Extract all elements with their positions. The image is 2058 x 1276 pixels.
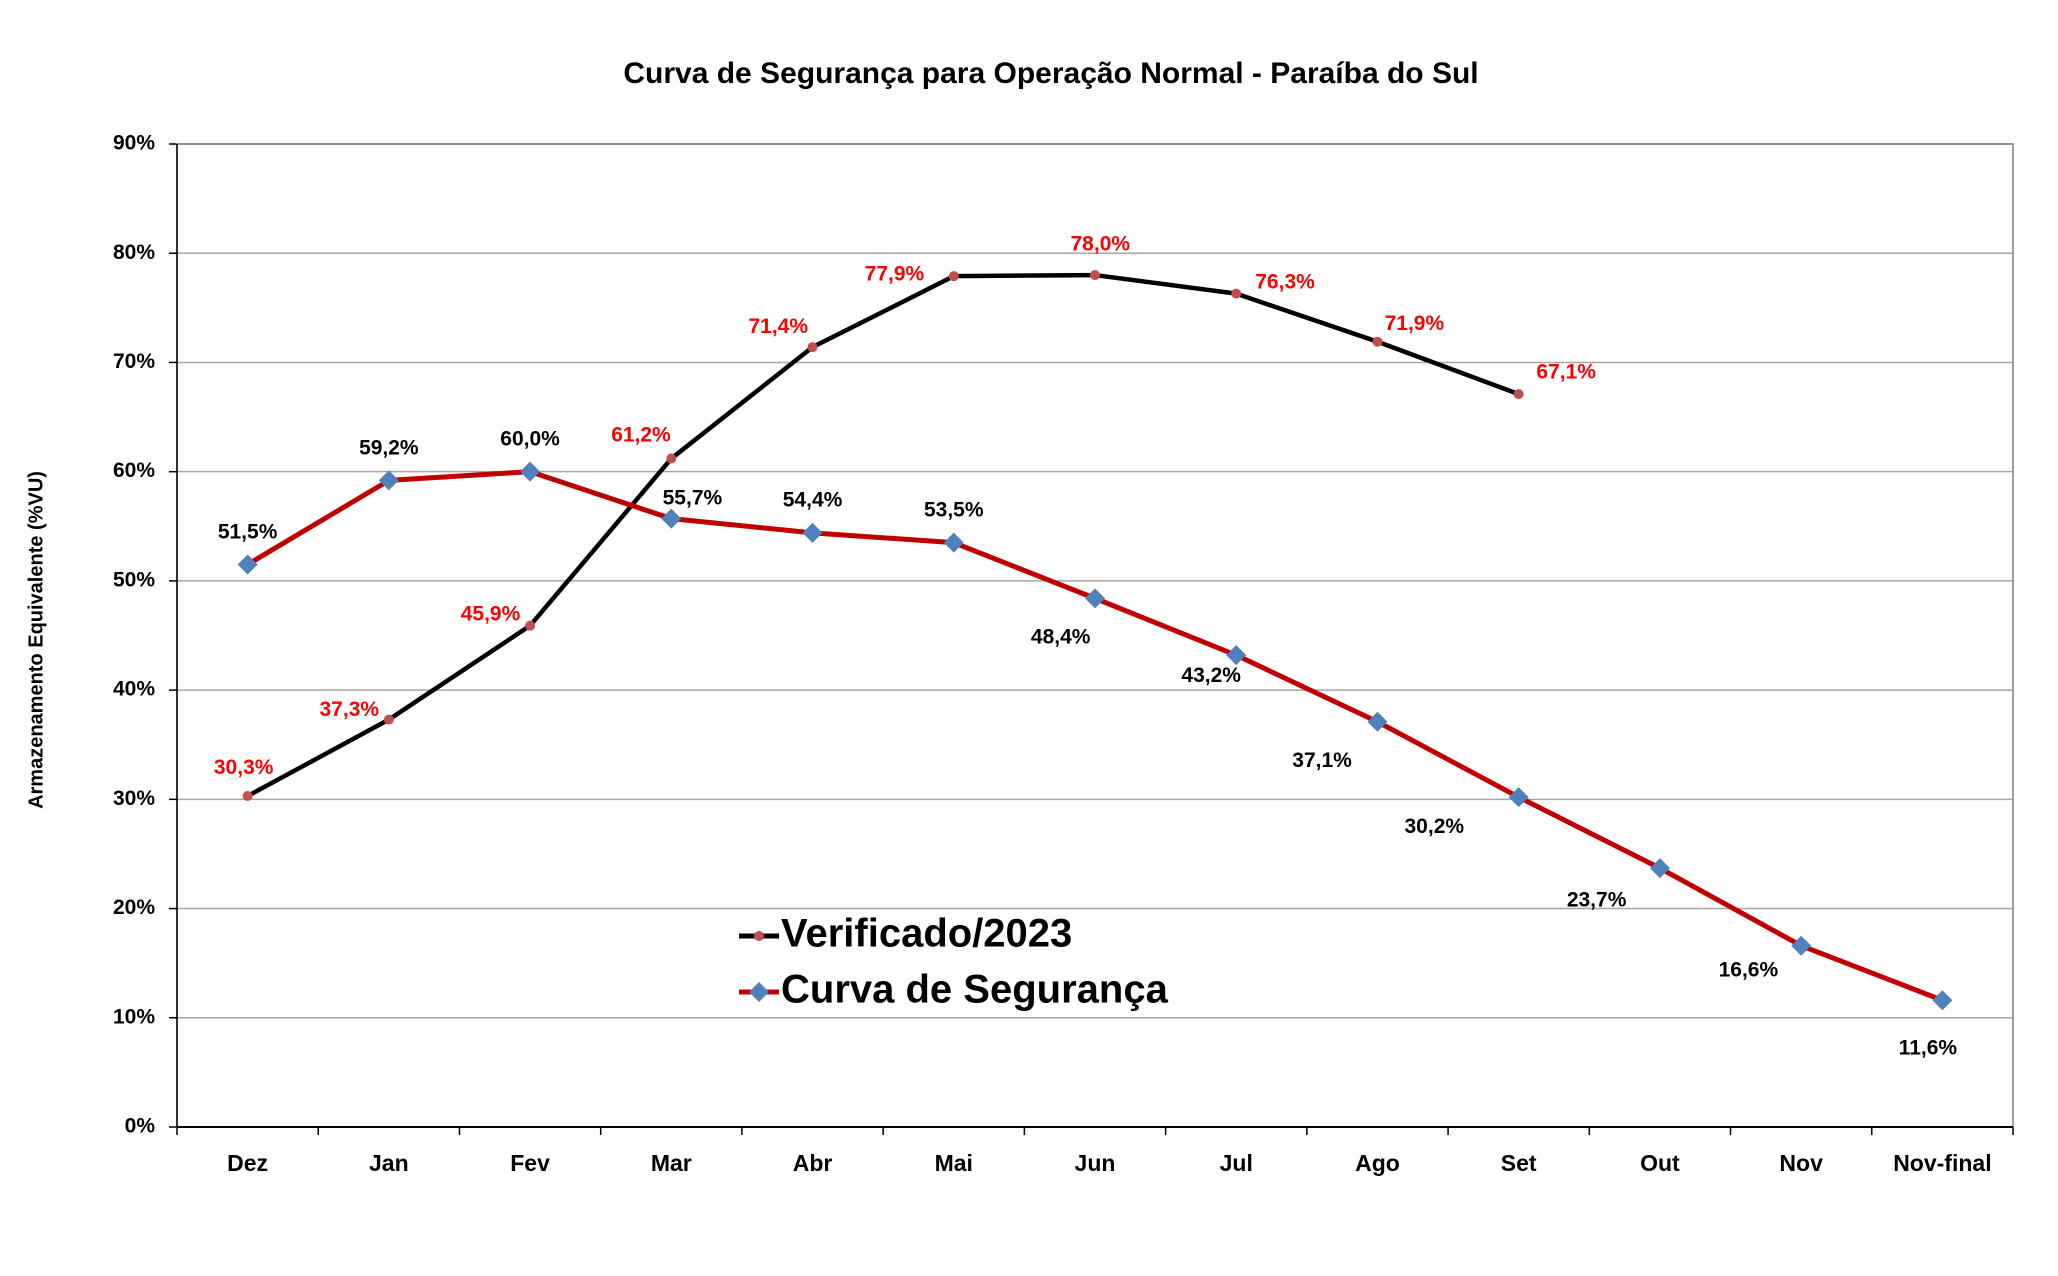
x-tick-label: Mar bbox=[651, 1150, 692, 1176]
data-label: 76,3% bbox=[1255, 271, 1315, 294]
x-tick-label: Nov bbox=[1779, 1150, 1823, 1176]
data-point bbox=[943, 532, 964, 553]
data-label: 30,2% bbox=[1405, 815, 1465, 838]
data-point bbox=[383, 714, 394, 725]
x-tick-label: Set bbox=[1501, 1150, 1537, 1176]
data-label: 59,2% bbox=[359, 436, 419, 459]
data-label: 54,4% bbox=[783, 489, 843, 512]
chart-title: Curva de Segurança para Operação Normal … bbox=[623, 57, 1478, 90]
data-label: 61,2% bbox=[611, 424, 671, 447]
data-point bbox=[525, 620, 536, 631]
legend-marker bbox=[754, 931, 764, 941]
data-label: 37,3% bbox=[320, 698, 380, 721]
x-tick-label: Mai bbox=[935, 1150, 973, 1176]
data-point bbox=[1085, 588, 1105, 609]
x-tick-label: Nov-final bbox=[1893, 1150, 1991, 1176]
data-point bbox=[1090, 270, 1100, 281]
data-label: 48,4% bbox=[1031, 625, 1091, 648]
data-label: 23,7% bbox=[1567, 889, 1627, 912]
legend-label: Verificado/2023 bbox=[781, 912, 1072, 956]
data-point bbox=[1226, 645, 1247, 666]
data-label: 77,9% bbox=[865, 262, 925, 285]
x-tick-label: Jul bbox=[1220, 1150, 1253, 1176]
data-label: 71,4% bbox=[748, 315, 808, 338]
data-point bbox=[520, 461, 541, 482]
data-label: 53,5% bbox=[924, 499, 984, 522]
data-point bbox=[948, 271, 959, 282]
y-tick-label: 50% bbox=[113, 568, 155, 591]
data-label: 16,6% bbox=[1719, 958, 1779, 981]
y-tick-label: 40% bbox=[113, 678, 155, 701]
data-label: 71,9% bbox=[1385, 312, 1445, 335]
y-tick-label: 90% bbox=[113, 132, 155, 155]
y-axis-title: Armazenamento Equivalente (%VU) bbox=[25, 471, 47, 809]
data-label: 60,0% bbox=[500, 428, 560, 451]
x-tick-label: Abr bbox=[793, 1150, 833, 1176]
data-point bbox=[807, 342, 818, 353]
x-tick-label: Fev bbox=[510, 1150, 550, 1176]
legend-marker bbox=[749, 982, 769, 1002]
y-tick-label: 80% bbox=[113, 241, 155, 264]
x-tick-label: Out bbox=[1640, 1150, 1680, 1176]
data-label: 37,1% bbox=[1292, 749, 1352, 772]
data-label: 11,6% bbox=[1899, 1037, 1958, 1060]
x-tick-label: Dez bbox=[227, 1150, 268, 1176]
data-label: 45,9% bbox=[461, 603, 521, 626]
data-point bbox=[661, 508, 682, 529]
x-tick-label: Jan bbox=[369, 1150, 409, 1176]
y-tick-label: 70% bbox=[113, 350, 155, 373]
data-label: 55,7% bbox=[663, 486, 723, 509]
data-label: 78,0% bbox=[1071, 232, 1131, 255]
y-tick-label: 10% bbox=[113, 1005, 155, 1028]
y-tick-label: 0% bbox=[125, 1115, 156, 1138]
data-point bbox=[666, 453, 677, 464]
data-point bbox=[1649, 858, 1670, 879]
y-tick-label: 20% bbox=[113, 896, 155, 919]
data-point bbox=[802, 522, 823, 543]
data-point bbox=[1791, 935, 1812, 956]
x-tick-label: Jun bbox=[1075, 1150, 1116, 1176]
y-tick-label: 30% bbox=[113, 787, 155, 810]
data-point bbox=[1372, 336, 1383, 347]
data-point bbox=[242, 791, 253, 802]
data-point bbox=[237, 554, 258, 575]
data-point bbox=[1932, 990, 1953, 1011]
data-point bbox=[1508, 787, 1529, 808]
data-label: 43,2% bbox=[1181, 664, 1241, 687]
data-label: 51,5% bbox=[218, 520, 278, 543]
data-point bbox=[1231, 288, 1242, 299]
series-line bbox=[246, 272, 1520, 799]
y-tick-label: 60% bbox=[113, 459, 155, 482]
data-label: 30,3% bbox=[214, 756, 274, 779]
x-tick-label: Ago bbox=[1355, 1150, 1400, 1176]
data-point bbox=[378, 470, 399, 491]
data-label: 67,1% bbox=[1536, 361, 1596, 384]
legend-label: Curva de Segurança bbox=[781, 968, 1169, 1012]
data-point bbox=[1367, 711, 1388, 732]
data-point bbox=[1513, 389, 1524, 400]
